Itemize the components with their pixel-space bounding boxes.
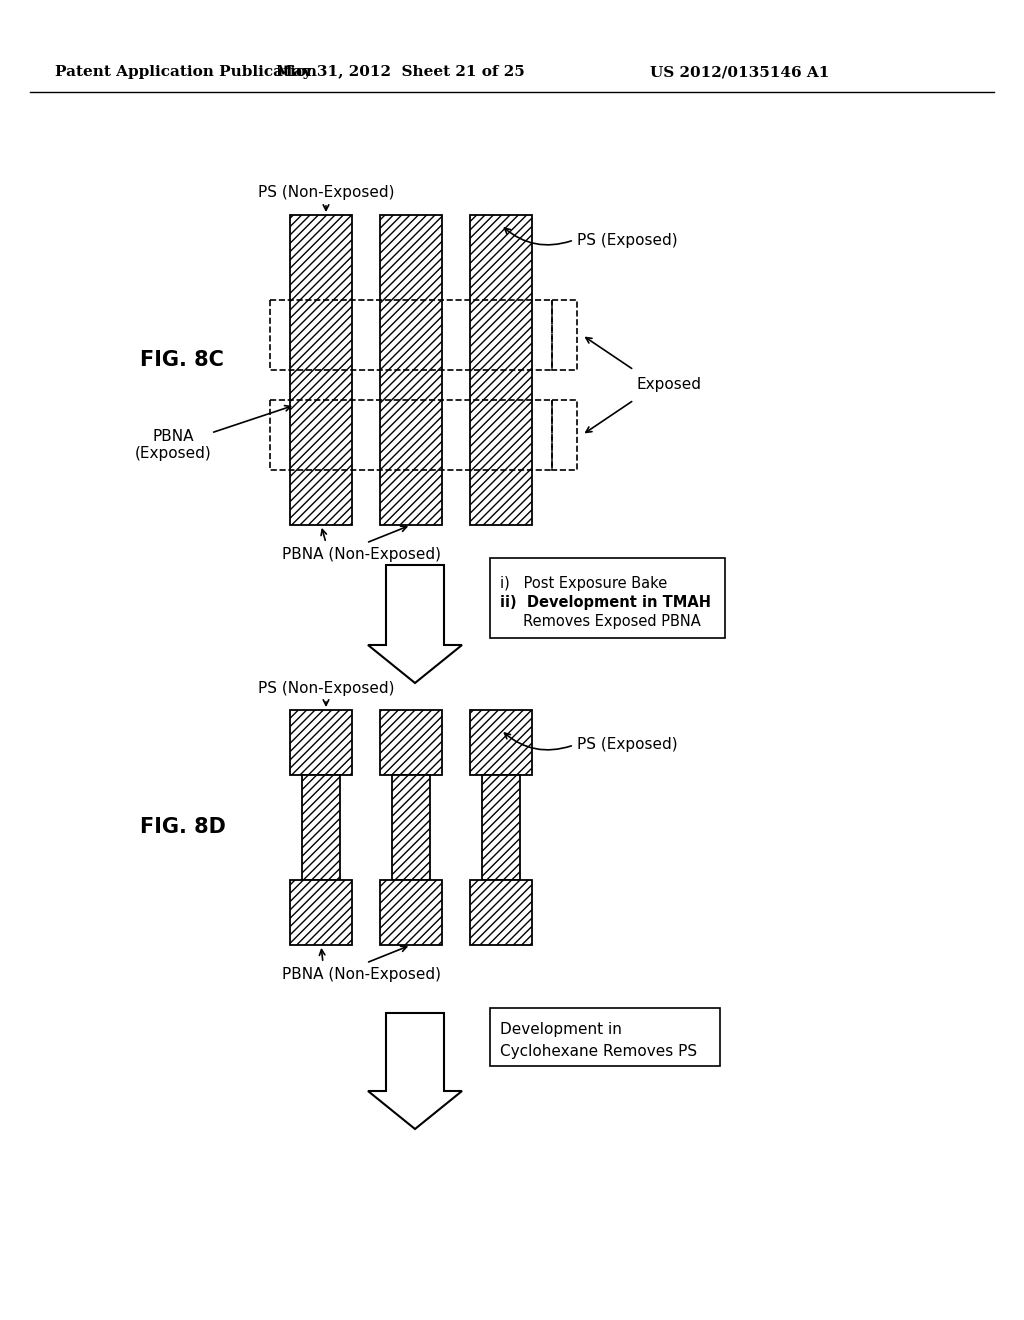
Text: i)   Post Exposure Bake: i) Post Exposure Bake [500, 576, 668, 591]
Bar [302, 775, 340, 880]
Polygon shape [368, 1012, 462, 1129]
Bar [490, 1008, 720, 1067]
Bar [490, 558, 725, 638]
Bar [290, 215, 352, 525]
Text: Exposed: Exposed [637, 378, 702, 392]
Text: PS (Non-Exposed): PS (Non-Exposed) [258, 186, 394, 201]
Bar [482, 775, 520, 880]
Bar [290, 880, 352, 945]
Text: Cyclohexane Removes PS: Cyclohexane Removes PS [500, 1044, 697, 1059]
Text: FIG. 8C: FIG. 8C [140, 350, 224, 370]
Text: PBNA (Non-Exposed): PBNA (Non-Exposed) [282, 968, 440, 982]
Text: PBNA (Non-Exposed): PBNA (Non-Exposed) [282, 548, 440, 562]
Polygon shape [368, 565, 462, 682]
Text: Patent Application Publication: Patent Application Publication [55, 65, 317, 79]
Text: ii)  Development in TMAH: ii) Development in TMAH [500, 595, 711, 610]
Text: Removes Exposed PBNA: Removes Exposed PBNA [500, 614, 700, 630]
Text: FIG. 8D: FIG. 8D [140, 817, 226, 837]
Bar [470, 215, 532, 525]
Bar [552, 400, 577, 470]
Bar [270, 300, 552, 370]
Text: Development in: Development in [500, 1022, 622, 1038]
Bar [392, 775, 430, 880]
Text: PS (Non-Exposed): PS (Non-Exposed) [258, 681, 394, 696]
Text: PS (Exposed): PS (Exposed) [577, 738, 678, 752]
Bar [552, 300, 577, 370]
Bar [380, 880, 442, 945]
Bar [470, 880, 532, 945]
Text: PS (Exposed): PS (Exposed) [577, 232, 678, 248]
Text: US 2012/0135146 A1: US 2012/0135146 A1 [650, 65, 829, 79]
Bar [470, 710, 532, 775]
Text: May 31, 2012  Sheet 21 of 25: May 31, 2012 Sheet 21 of 25 [275, 65, 524, 79]
Bar [270, 400, 552, 470]
Bar [380, 710, 442, 775]
Text: PBNA
(Exposed): PBNA (Exposed) [134, 429, 211, 461]
Bar [380, 215, 442, 525]
Bar [290, 710, 352, 775]
